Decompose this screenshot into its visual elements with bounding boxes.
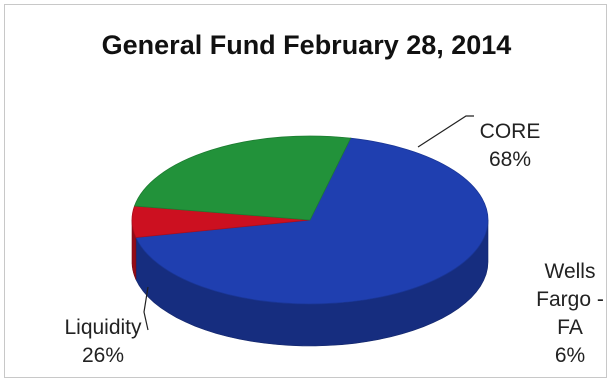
slice-label-wells-fargo-name-line2: Fargo - [536,288,604,311]
chart-title: General Fund February 28, 2014 [101,30,512,60]
pie-slice-core [135,137,489,305]
pie-leaders [143,115,474,331]
slice-label-wells-fargo-name-line1: Wells [544,260,596,283]
slice-label-core: CORE 68% [470,118,550,174]
pie-tops [131,135,489,305]
leader-line-core [417,115,474,148]
slice-label-wells-fargo-value: 6% [554,344,586,367]
leader-line-liquidity [143,286,149,331]
slice-label-liquidity-name: Liquidity [64,316,142,339]
pie-slice-liquidity [133,135,352,221]
slice-label-core-value: 68% [488,148,532,171]
slice-label-wells-fargo: Wells Fargo - FA 6% [532,258,608,370]
slice-label-liquidity-value: 26% [81,344,125,367]
slice-label-core-name: CORE [479,120,541,143]
slice-label-wells-fargo-name-line3: FA [557,316,583,339]
slice-label-liquidity: Liquidity 26% [48,314,158,370]
